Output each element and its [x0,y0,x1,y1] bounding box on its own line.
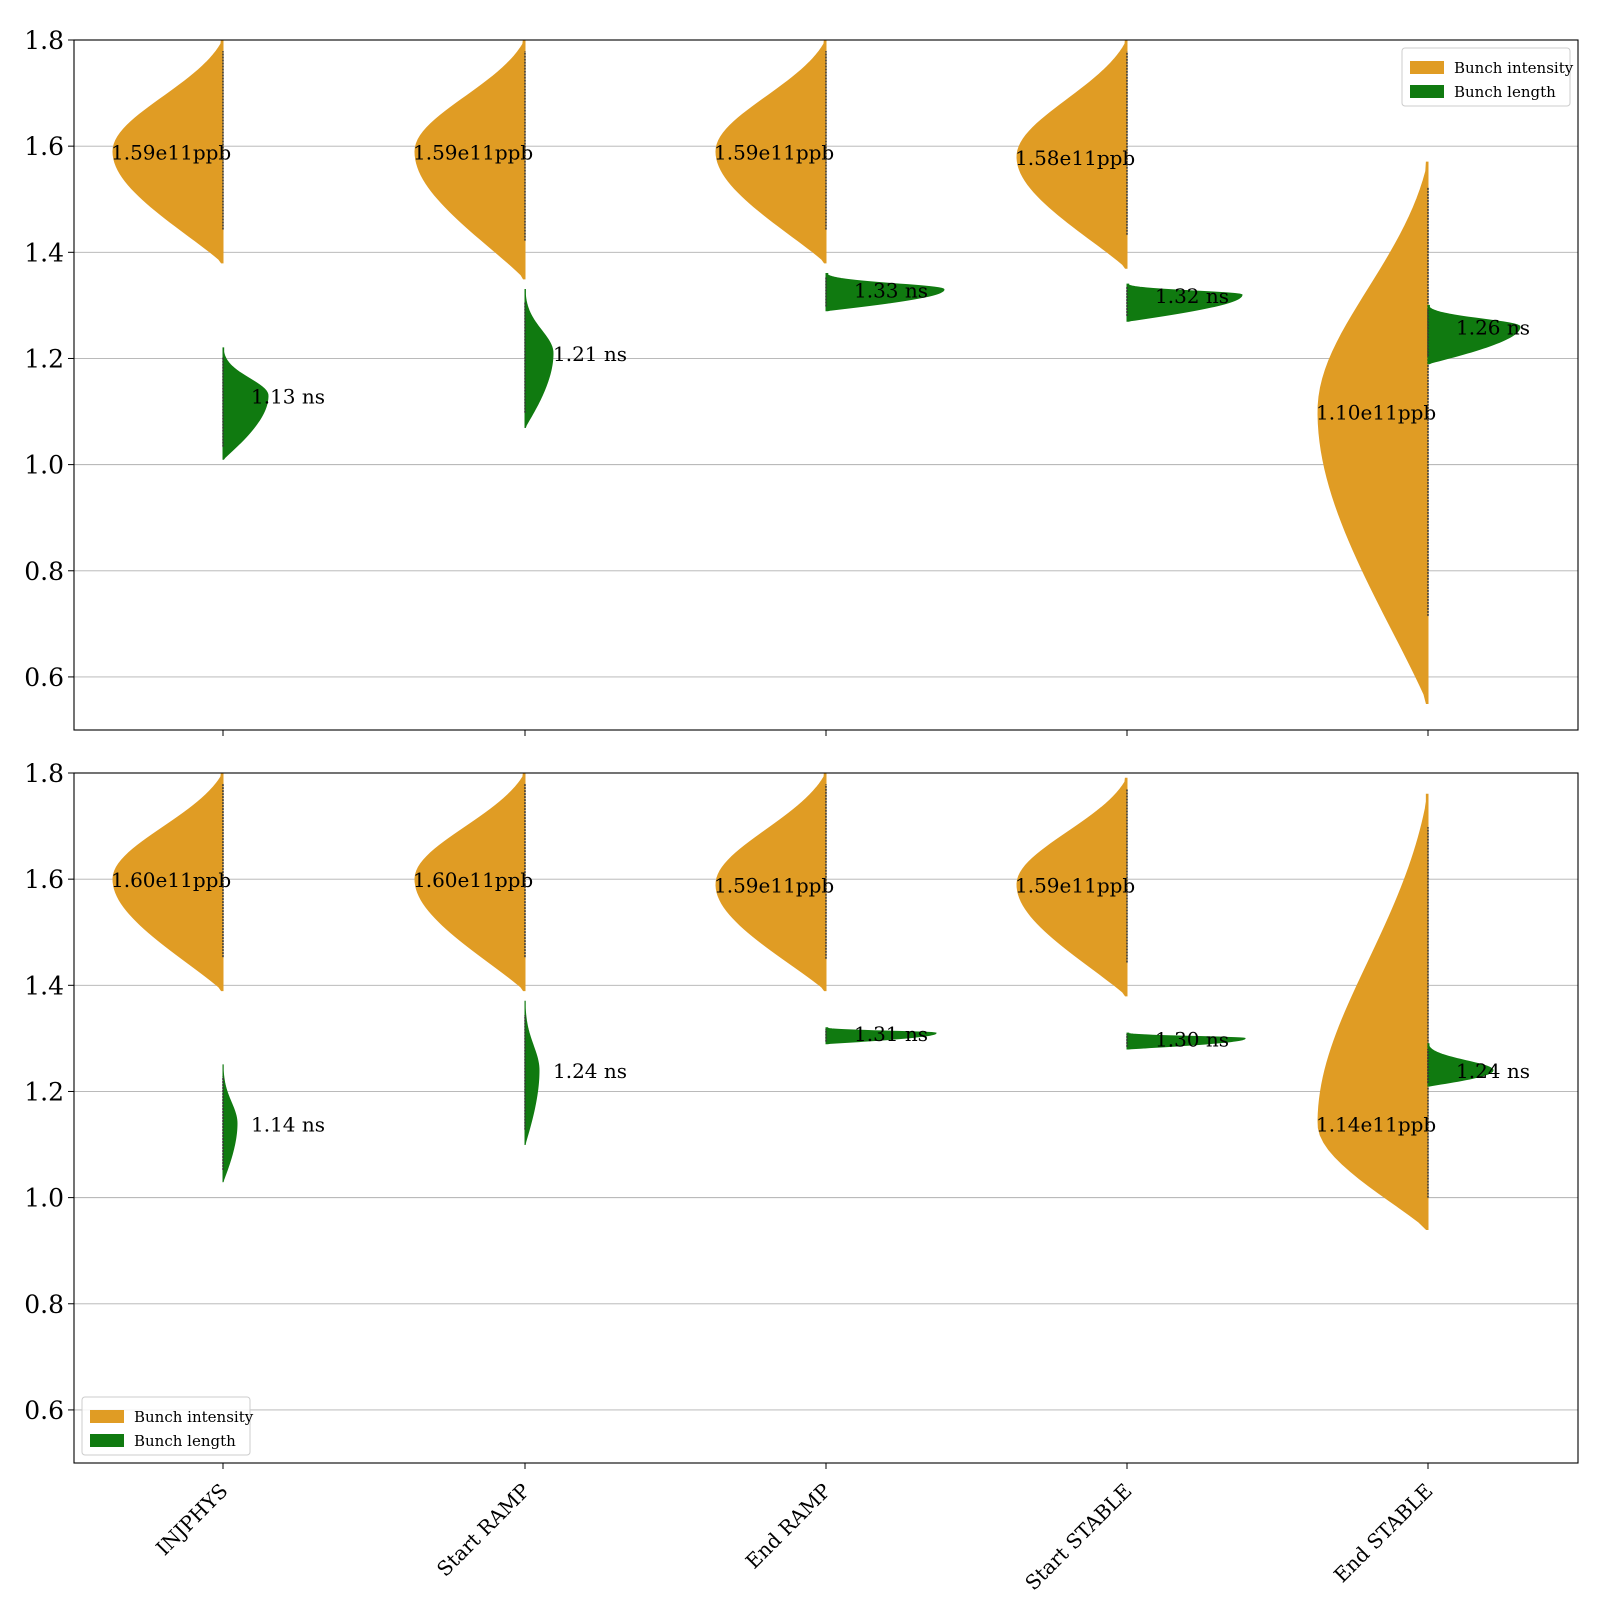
violin-intensity [414,772,526,992]
y-tick-label: 1.0 [24,1184,64,1213]
top-panel: 0.6 0.8 1.0 1.2 1.4 1.6 1.8 1.59e11ppb 1.59e11pp… [24,26,1579,736]
legend-entry: Bunch length [1454,83,1556,101]
x-category-label: Start RAMP [432,1479,535,1582]
y-tick-label: 1.8 [24,26,64,55]
y-tick-label: 1.8 [24,759,64,788]
intensity-label: 1.60e11ppb [111,868,231,892]
legend: Bunch intensity Bunch length [81,1396,254,1456]
violin-length [524,1000,540,1146]
length-label: 1.24 ns [1456,1059,1530,1083]
violin-length [1126,1032,1246,1050]
length-label: 1.33 ns [854,278,928,302]
length-label: 1.32 ns [1155,284,1229,308]
violin-length [222,1064,238,1183]
y-tick-label: 0.6 [24,1396,64,1425]
violin-intensity [112,772,224,992]
length-label: 1.21 ns [553,342,627,366]
violin-intensity [1016,39,1128,269]
y-tick-label: 1.6 [24,132,64,161]
x-category-label: End STABLE [1329,1479,1438,1588]
intensity-label: 1.14e11ppb [1316,1112,1436,1136]
plot-frame [73,39,1579,731]
violin-length [1126,283,1243,322]
intensity-label: 1.58e11ppb [1015,146,1135,170]
y-tick-label: 1.2 [24,344,64,373]
y-tick-label: 1.4 [24,238,64,267]
violin-length [1427,1043,1494,1087]
violin-intensity [1317,793,1429,1230]
x-category-label: Start STABLE [1020,1479,1136,1595]
legend-entry: Bunch length [134,1432,236,1450]
y-tick-label: 1.6 [24,865,64,894]
violin-intensity [715,39,827,264]
x-category-label: INJPHYS [151,1479,232,1560]
violin-length [1427,304,1521,365]
length-label: 1.26 ns [1456,316,1530,340]
violin-intensity [715,772,827,992]
violin-length [524,288,554,428]
violin-length [825,273,945,312]
x-category-label: End RAMP [741,1479,836,1574]
y-tick-label: 1.2 [24,1077,64,1106]
legend-swatch [1410,61,1444,74]
intensity-label: 1.59e11ppb [111,140,231,164]
plot-frame [73,772,1579,1464]
violin-intensity [112,39,224,264]
legend-swatch [90,1434,124,1447]
y-tick-label: 0.6 [24,663,64,692]
intensity-label: 1.59e11ppb [714,873,834,897]
violin-length [825,1027,937,1045]
length-label: 1.30 ns [1155,1027,1229,1051]
legend-swatch [1410,85,1444,98]
length-label: 1.14 ns [251,1112,325,1136]
legend-swatch [90,1410,124,1423]
y-tick-label: 0.8 [24,1290,64,1319]
x-category-labels: INJPHYS Start RAMP End RAMP Start STABLE End… [151,1479,1437,1595]
intensity-label: 1.10e11ppb [1316,401,1436,425]
length-label: 1.24 ns [553,1059,627,1083]
length-label: 1.13 ns [251,385,325,409]
violin-intensity [1016,777,1128,997]
intensity-label: 1.59e11ppb [413,140,533,164]
intensity-label: 1.60e11ppb [413,868,533,892]
bottom-panel: 0.6 0.8 1.0 1.2 1.4 1.6 1.8 1.60e11ppb 1.60e11pp… [24,759,1579,1469]
legend-entry: Bunch intensity [1454,59,1574,77]
violin-length [222,347,269,460]
violin-intensity [1317,161,1429,704]
y-tick-label: 0.8 [24,557,64,586]
intensity-label: 1.59e11ppb [714,140,834,164]
legend-entry: Bunch intensity [134,1408,254,1426]
legend: Bunch intensity Bunch length [1401,47,1574,107]
violin-intensity [414,39,526,280]
length-label: 1.31 ns [854,1022,928,1046]
y-tick-label: 1.0 [24,451,64,480]
intensity-label: 1.59e11ppb [1015,873,1135,897]
y-tick-label: 1.4 [24,971,64,1000]
